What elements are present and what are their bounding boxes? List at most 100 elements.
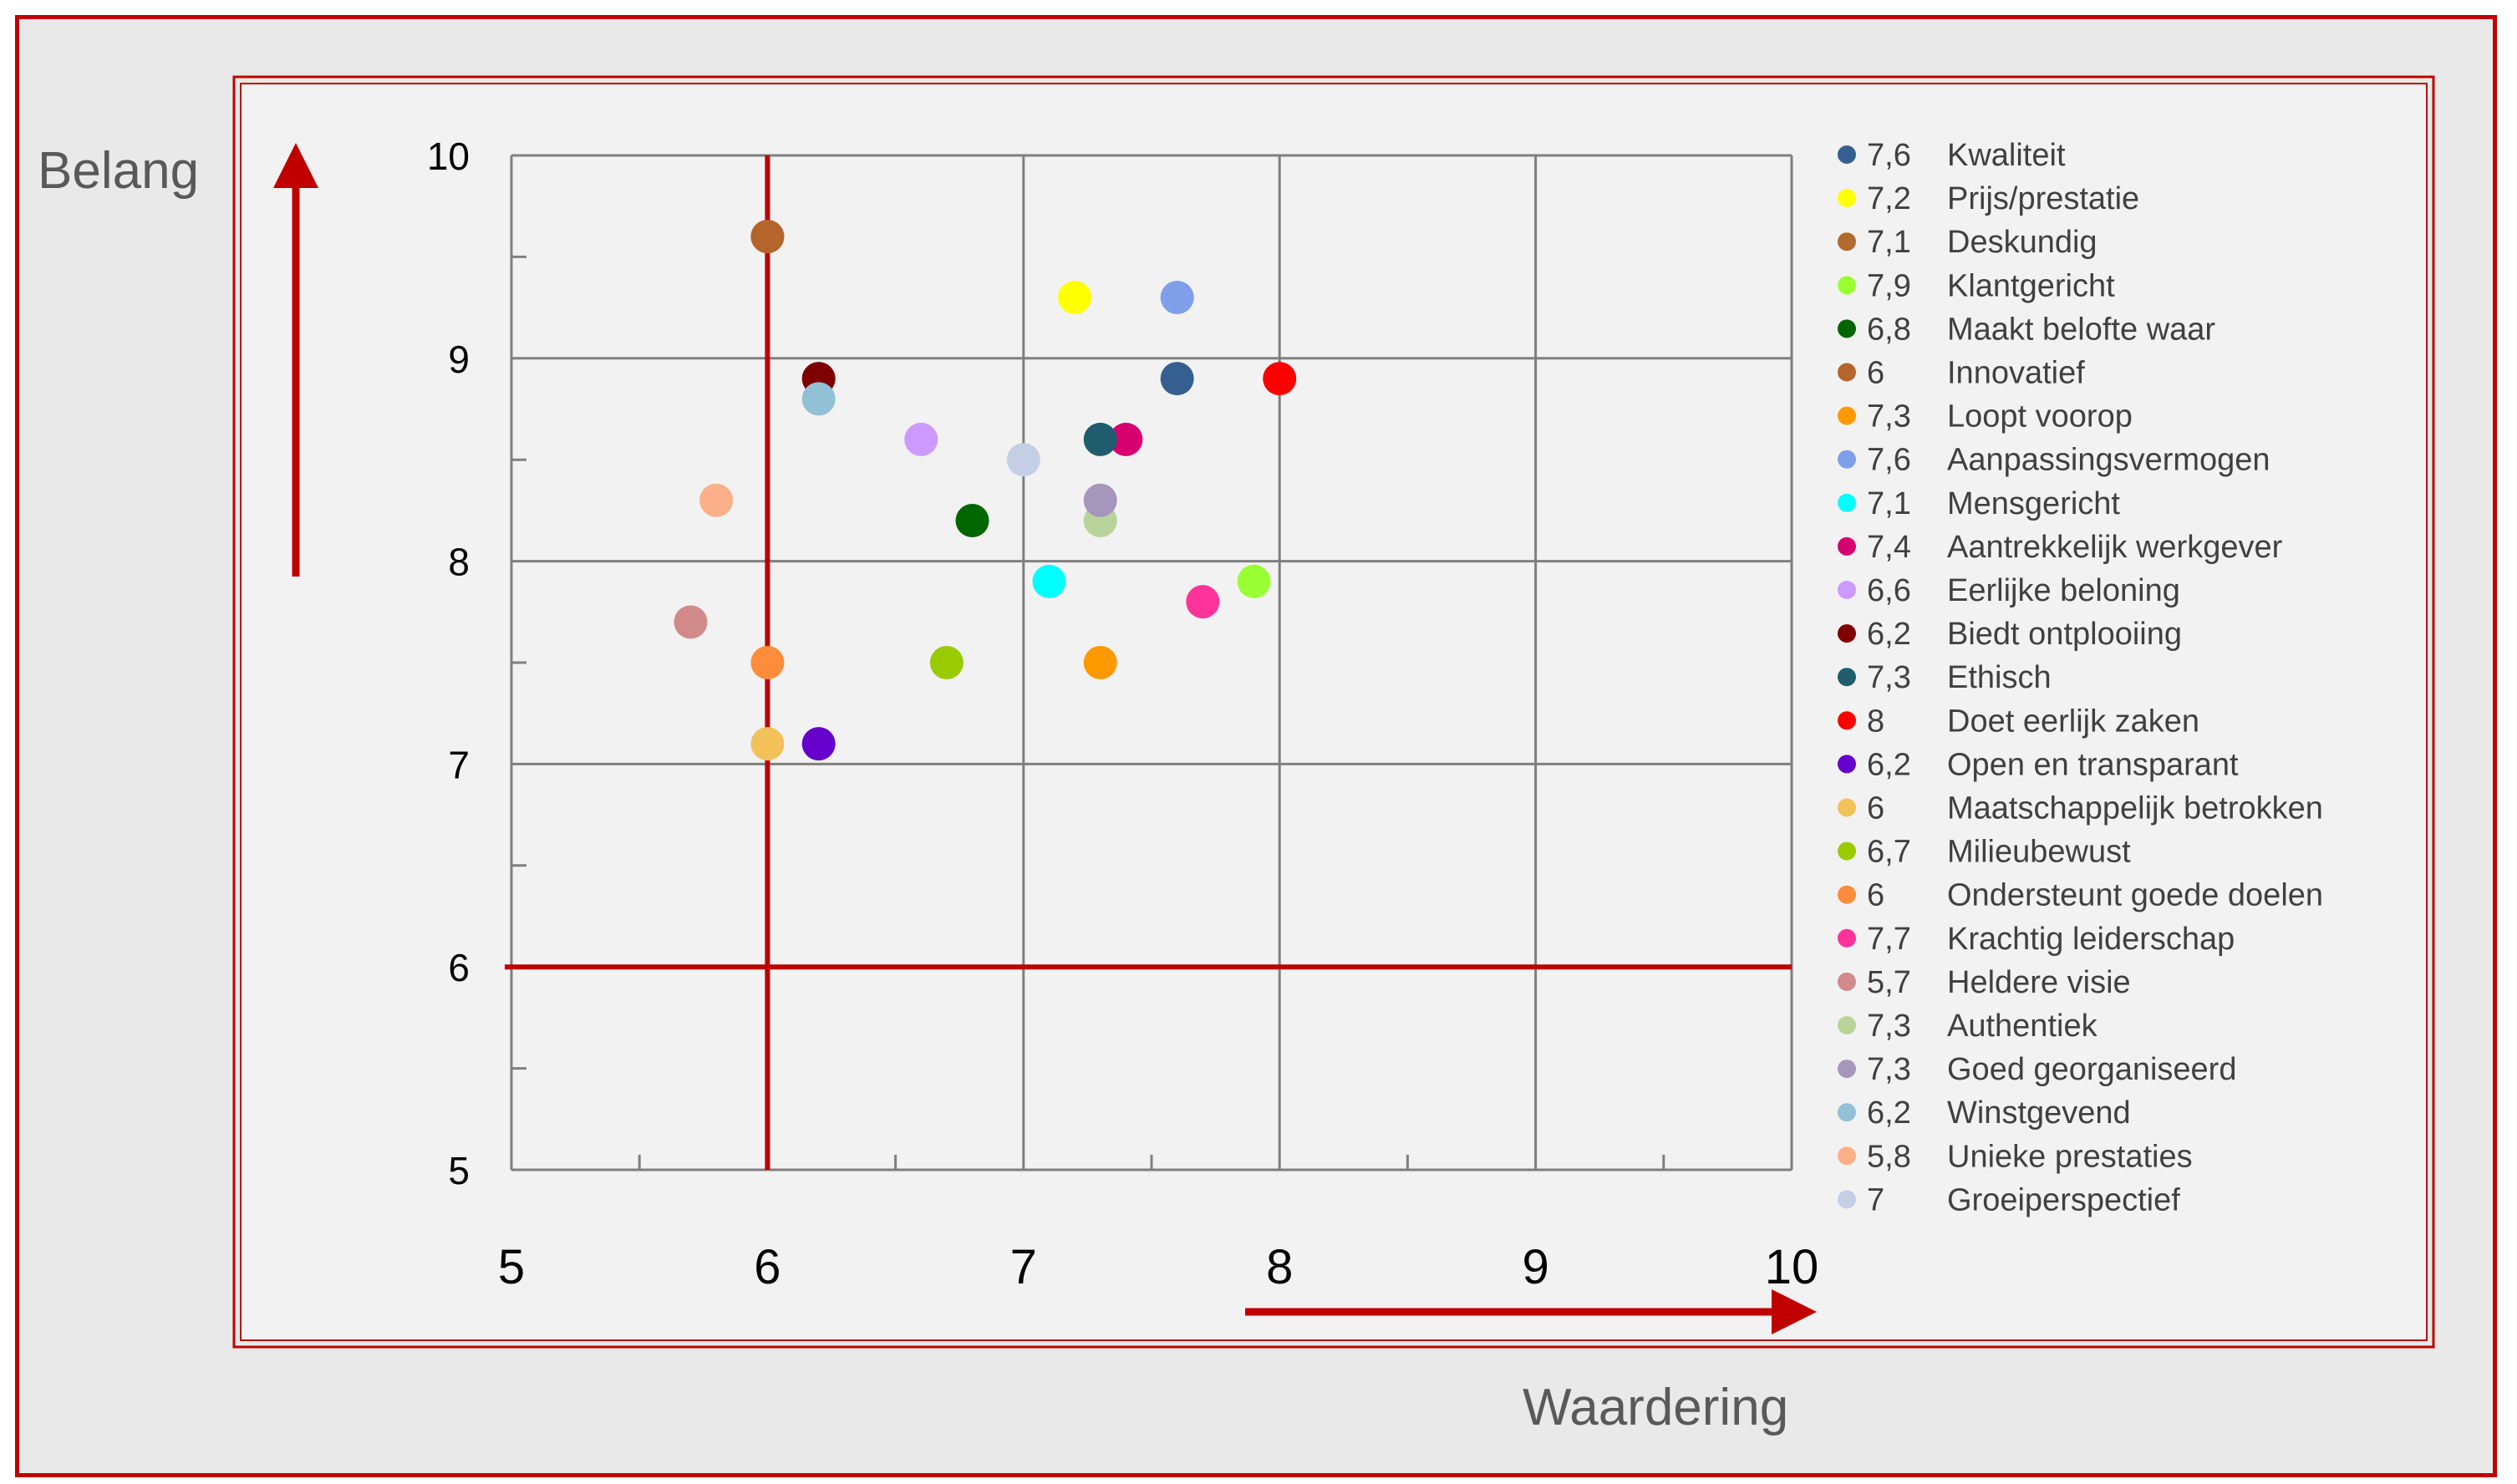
data-point xyxy=(750,727,785,761)
inner-panel-outer-border xyxy=(232,75,2435,1349)
minor-ticks xyxy=(511,255,1665,1170)
legend-label: Eerlijke beloning xyxy=(1947,573,2180,608)
legend-value: 7,6 xyxy=(1867,443,1911,478)
data-point xyxy=(1160,362,1194,396)
legend-marker xyxy=(1838,841,1856,861)
legend-marker xyxy=(1838,1103,1856,1122)
legend-marker xyxy=(1838,755,1856,774)
legend-value: 7,7 xyxy=(1867,922,1911,957)
data-point xyxy=(904,422,938,456)
data-point xyxy=(1083,422,1117,456)
x-tick-labels: 5 6 7 8 9 10 xyxy=(498,1240,1818,1294)
y-axis-title: Belang xyxy=(38,142,199,200)
data-point xyxy=(750,646,785,679)
legend-marker xyxy=(1838,536,1856,556)
data-points xyxy=(674,220,1297,761)
legend-marker xyxy=(1838,668,1856,687)
legend-value: 7,3 xyxy=(1867,1052,1911,1087)
legend-label: Loopt voorop xyxy=(1947,399,2133,435)
legend-label: Kwaliteit xyxy=(1947,138,2066,173)
legend-label: Biedt ontplooiing xyxy=(1947,617,2182,652)
data-point xyxy=(674,605,708,639)
data-point xyxy=(1109,422,1143,456)
legend-value: 7,1 xyxy=(1867,486,1911,521)
legend-label: Ethisch xyxy=(1947,660,2052,695)
legend-marker xyxy=(1838,232,1856,252)
legend-marker xyxy=(1838,1146,1856,1166)
legend-label: Aanpassingsvermogen xyxy=(1947,443,2270,478)
legend-marker xyxy=(1838,406,1856,425)
data-point xyxy=(929,646,964,679)
data-point xyxy=(801,382,836,416)
legend-marker xyxy=(1838,493,1856,512)
legend-marker xyxy=(1838,450,1856,469)
legend-marker xyxy=(1838,145,1856,164)
legend-label: Krachtig leiderschap xyxy=(1947,922,2235,957)
legend-marker xyxy=(1838,928,1856,948)
data-point xyxy=(801,727,836,761)
data-point xyxy=(1160,280,1194,314)
legend-value: 7,3 xyxy=(1867,399,1911,435)
legend-label: Prijs/prestatie xyxy=(1947,181,2139,216)
legend-marker xyxy=(1838,319,1856,338)
legend-marker xyxy=(1838,1016,1856,1034)
legend-value: 5,7 xyxy=(1867,965,1911,1000)
x-tick-label: 5 xyxy=(498,1240,525,1294)
legend-label: Maakt belofte waar xyxy=(1947,312,2215,347)
legend-value: 6,2 xyxy=(1867,617,1911,652)
y-tick-label: 9 xyxy=(448,338,470,381)
legend-label: Aantrekkelijk werkgever xyxy=(1947,530,2283,565)
data-point xyxy=(699,483,734,517)
legend-label: Maatschappelijk betrokken xyxy=(1947,791,2323,826)
legend-marker xyxy=(1838,798,1856,817)
legend-value: 6 xyxy=(1867,878,1884,913)
legend-value: 7,9 xyxy=(1867,268,1911,303)
legend-label: Deskundig xyxy=(1947,225,2098,260)
x-tick-label: 7 xyxy=(1010,1240,1037,1294)
y-tick-label: 10 xyxy=(427,135,470,178)
legend-label: Milieubewust xyxy=(1947,835,2131,870)
legend-label: Heldere visie xyxy=(1947,965,2131,1000)
inner-panel xyxy=(240,83,2428,1341)
legend-marker xyxy=(1838,581,1856,599)
legend-value: 6,6 xyxy=(1867,573,1911,608)
legend-label: Klantgericht xyxy=(1947,268,2115,303)
legend-label: Doet eerlijk zaken xyxy=(1947,704,2199,739)
y-tick-label: 8 xyxy=(448,541,470,584)
legend-value: 8 xyxy=(1867,704,1884,739)
legend-marker xyxy=(1838,1190,1856,1209)
legend-label: Authentiek xyxy=(1947,1009,2098,1044)
legend-value: 7,6 xyxy=(1867,138,1911,173)
y-tick-labels: 5 6 7 8 9 10 xyxy=(427,135,470,1192)
legend-label: Open en transparant xyxy=(1947,747,2239,782)
data-point xyxy=(1237,564,1271,598)
x-tick-label: 10 xyxy=(1765,1240,1819,1294)
x-tick-label: 9 xyxy=(1522,1240,1548,1294)
legend-marker xyxy=(1838,363,1856,382)
legend-marker xyxy=(1838,885,1856,904)
legend-value: 6 xyxy=(1867,356,1884,391)
x-tick-label: 6 xyxy=(754,1240,781,1294)
legend-label: Innovatief xyxy=(1947,356,2085,391)
legend-value: 7 xyxy=(1867,1182,1884,1217)
legend-label: Winstgevend xyxy=(1947,1095,2131,1131)
data-point xyxy=(1263,362,1297,396)
y-tick-label: 5 xyxy=(448,1149,470,1192)
data-point xyxy=(1083,483,1117,517)
legend-value: 6,7 xyxy=(1867,835,1911,870)
data-point xyxy=(1006,443,1040,477)
y-tick-label: 6 xyxy=(448,946,470,989)
legend-value: 6,8 xyxy=(1867,312,1911,347)
legend-marker xyxy=(1838,972,1856,991)
data-point xyxy=(955,504,989,538)
y-tick-label: 7 xyxy=(448,743,470,786)
legend-marker xyxy=(1838,189,1856,208)
legend-value: 6 xyxy=(1867,791,1884,826)
legend-marker xyxy=(1838,1060,1856,1079)
legend-value: 5,8 xyxy=(1867,1139,1911,1174)
legend-value: 7,2 xyxy=(1867,181,1911,216)
legend-value: 6,2 xyxy=(1867,1095,1911,1131)
legend-label: Groeiperspectief xyxy=(1947,1182,2180,1217)
legend-value: 7,1 xyxy=(1867,225,1911,260)
